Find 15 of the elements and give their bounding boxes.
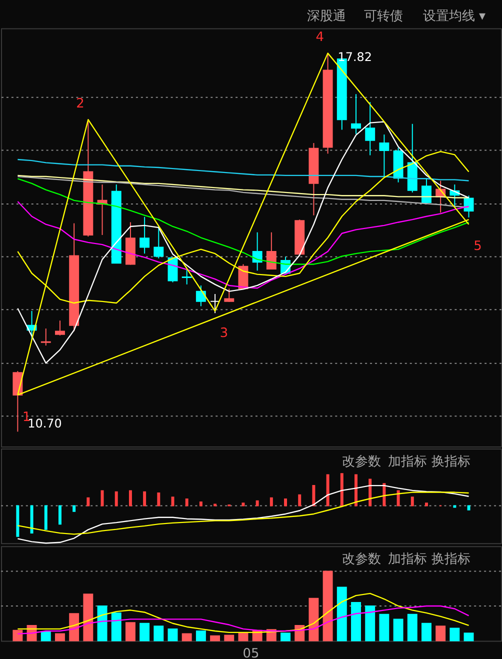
text: 设置均线 ▾ <box>422 9 486 24</box>
annotation: 5 <box>474 239 482 254</box>
annotation: 17.82 <box>338 50 372 64</box>
text: 改参数 <box>342 454 382 470</box>
text: 加指标 <box>388 454 427 470</box>
annotation: 4 <box>316 30 324 46</box>
text: 换指标 <box>432 552 471 568</box>
text: 深股通 <box>307 9 346 24</box>
text: 加指标 <box>388 552 427 568</box>
annotation: 3 <box>220 326 228 341</box>
text: 可转债 <box>364 9 403 24</box>
text: 改参数 <box>342 552 382 568</box>
text: 换指标 <box>432 454 471 470</box>
text: 05 <box>242 646 260 659</box>
annotation: 2 <box>76 96 84 112</box>
